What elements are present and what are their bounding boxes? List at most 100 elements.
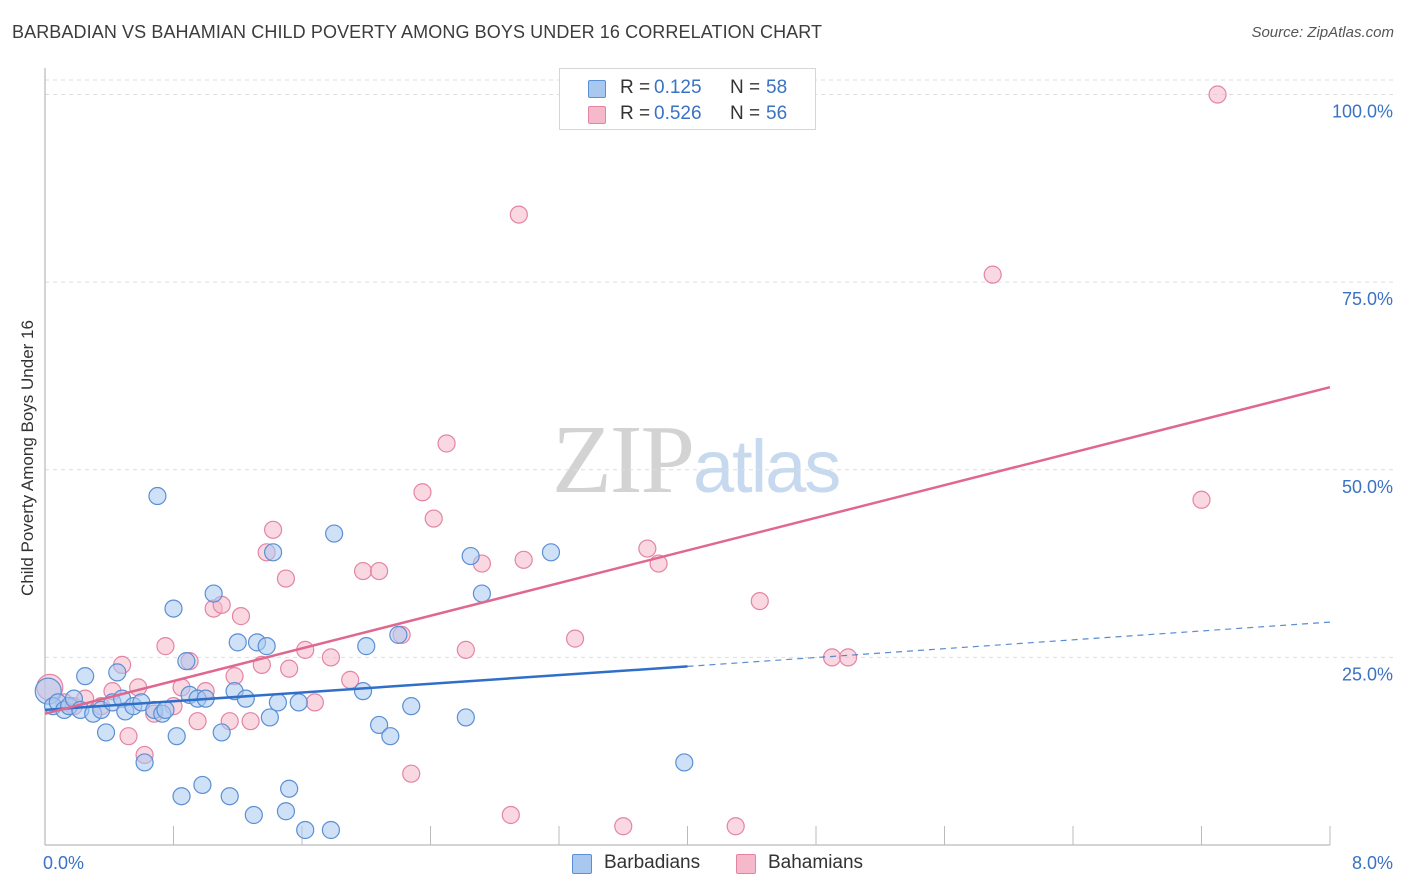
bahamians-point [424, 509, 443, 528]
barbadians-point [244, 805, 263, 825]
barbadians-point [260, 708, 279, 727]
bahamians-trendline [44, 385, 1331, 715]
watermark-zip: ZIP [552, 406, 695, 514]
chart-title: BARBADIAN VS BAHAMIAN CHILD POVERTY AMON… [12, 22, 823, 42]
barbadians-point [321, 820, 341, 840]
barbadians-point [257, 637, 276, 656]
legend-label-bahamians: Bahamians [768, 852, 864, 873]
bahamians-point [501, 805, 520, 825]
barbadians-point [541, 543, 561, 562]
bahamians-point [514, 550, 533, 569]
legend-n-value: 58 [766, 77, 788, 98]
barbadians-trendline-extension [687, 621, 1331, 667]
barbadians-point [472, 584, 491, 603]
bahamians-point [565, 629, 585, 648]
bahamians-point [638, 539, 657, 558]
barbadians-point [96, 723, 116, 742]
correlation-legend: R = 0.125 N = 58 R = 0.526 N = 56 [559, 68, 816, 130]
barbadians-point [402, 697, 421, 716]
bahamians-point [231, 607, 251, 626]
barbadians-point [461, 546, 480, 566]
barbadians-point [135, 753, 154, 772]
bahamians-point [456, 640, 475, 659]
y-tick-label: 25.0% [1342, 664, 1393, 684]
barbadians-point [172, 787, 191, 806]
legend-r-label: R = [620, 77, 651, 98]
bahamians-point [402, 764, 421, 783]
barbadians-point [456, 708, 475, 727]
barbadians-point [193, 775, 212, 795]
barbadians-point [381, 727, 400, 746]
watermark-atlas: atlas [693, 425, 841, 508]
barbadians-point [389, 625, 408, 644]
bahamians-point [1192, 490, 1211, 509]
bahamians-point [188, 712, 207, 731]
legend-swatch-bahamians [588, 106, 606, 124]
barbadians-point [164, 599, 183, 618]
bahamians-point [263, 520, 283, 539]
barbadians-point [228, 633, 247, 652]
barbadians-point [268, 693, 288, 712]
legend-n-value: 56 [766, 103, 788, 124]
bahamians-point [750, 591, 769, 611]
bahamians-point [614, 817, 633, 836]
bahamians-point [983, 265, 1002, 284]
barbadians-point [675, 753, 694, 772]
legend-r-value: 0.526 [654, 103, 702, 124]
bahamians-point [413, 483, 432, 502]
barbadians-point [353, 682, 373, 701]
watermark: ZIPatlas [552, 402, 841, 516]
barbadians-point [204, 584, 223, 603]
barbadians-point [263, 543, 283, 562]
bahamians-point [119, 727, 138, 746]
bahamians-point [276, 569, 296, 588]
y-tick-label: 50.0% [1342, 477, 1393, 497]
barbadians-point [296, 820, 315, 840]
bahamians-point [1208, 85, 1227, 104]
x-tick-label: 0.0% [43, 853, 84, 873]
legend-label-barbadians: Barbadians [604, 852, 701, 873]
legend-swatch-barbadians [572, 854, 592, 874]
legend-r-label: R = [620, 103, 651, 124]
y-axis-label: Child Poverty Among Boys Under 16 [18, 320, 37, 596]
series-legend: Barbadians Bahamians [0, 851, 1406, 877]
barbadians-point [167, 727, 186, 746]
legend-n-label: N = [730, 103, 761, 124]
barbadians-point [276, 802, 296, 821]
bahamians-point [241, 712, 260, 731]
legend-swatch-barbadians [588, 80, 606, 98]
barbadians-point [212, 723, 231, 742]
barbadians-point [289, 693, 308, 712]
bahamians-point [156, 637, 175, 656]
bahamians-point [822, 648, 842, 667]
legend-r-value: 0.125 [654, 77, 702, 98]
bahamians-point [370, 561, 389, 581]
barbadians-point [280, 779, 299, 798]
y-tick-label: 75.0% [1342, 289, 1393, 309]
barbadians-point [370, 715, 389, 735]
chart-source: Source: ZipAtlas.com [1251, 24, 1394, 41]
bahamians-point [839, 648, 858, 667]
barbadians-point [108, 663, 127, 682]
y-tick-label: 100.0% [1332, 102, 1393, 122]
legend-row-bahamians: R = 0.526 N = 56 [560, 101, 815, 127]
barbadians-point [76, 667, 95, 686]
bahamians-point [353, 561, 373, 581]
legend-n-label: N = [730, 77, 761, 98]
legend-swatch-bahamians [736, 854, 756, 874]
bahamians-point [509, 205, 528, 224]
legend-row-barbadians: R = 0.125 N = 58 [560, 75, 815, 101]
barbadians-point [325, 524, 344, 543]
barbadians-point [220, 787, 239, 806]
barbadians-point [236, 689, 255, 708]
bahamians-point [280, 659, 299, 678]
barbadians-point [357, 637, 376, 656]
barbadians-point [148, 486, 167, 506]
barbadians-point [177, 652, 196, 671]
bahamians-point [437, 434, 456, 453]
x-tick-label: 8.0% [1352, 853, 1393, 873]
bahamians-point [305, 693, 324, 712]
barbadians-trendline [44, 665, 688, 712]
barbadians-point [156, 700, 175, 720]
